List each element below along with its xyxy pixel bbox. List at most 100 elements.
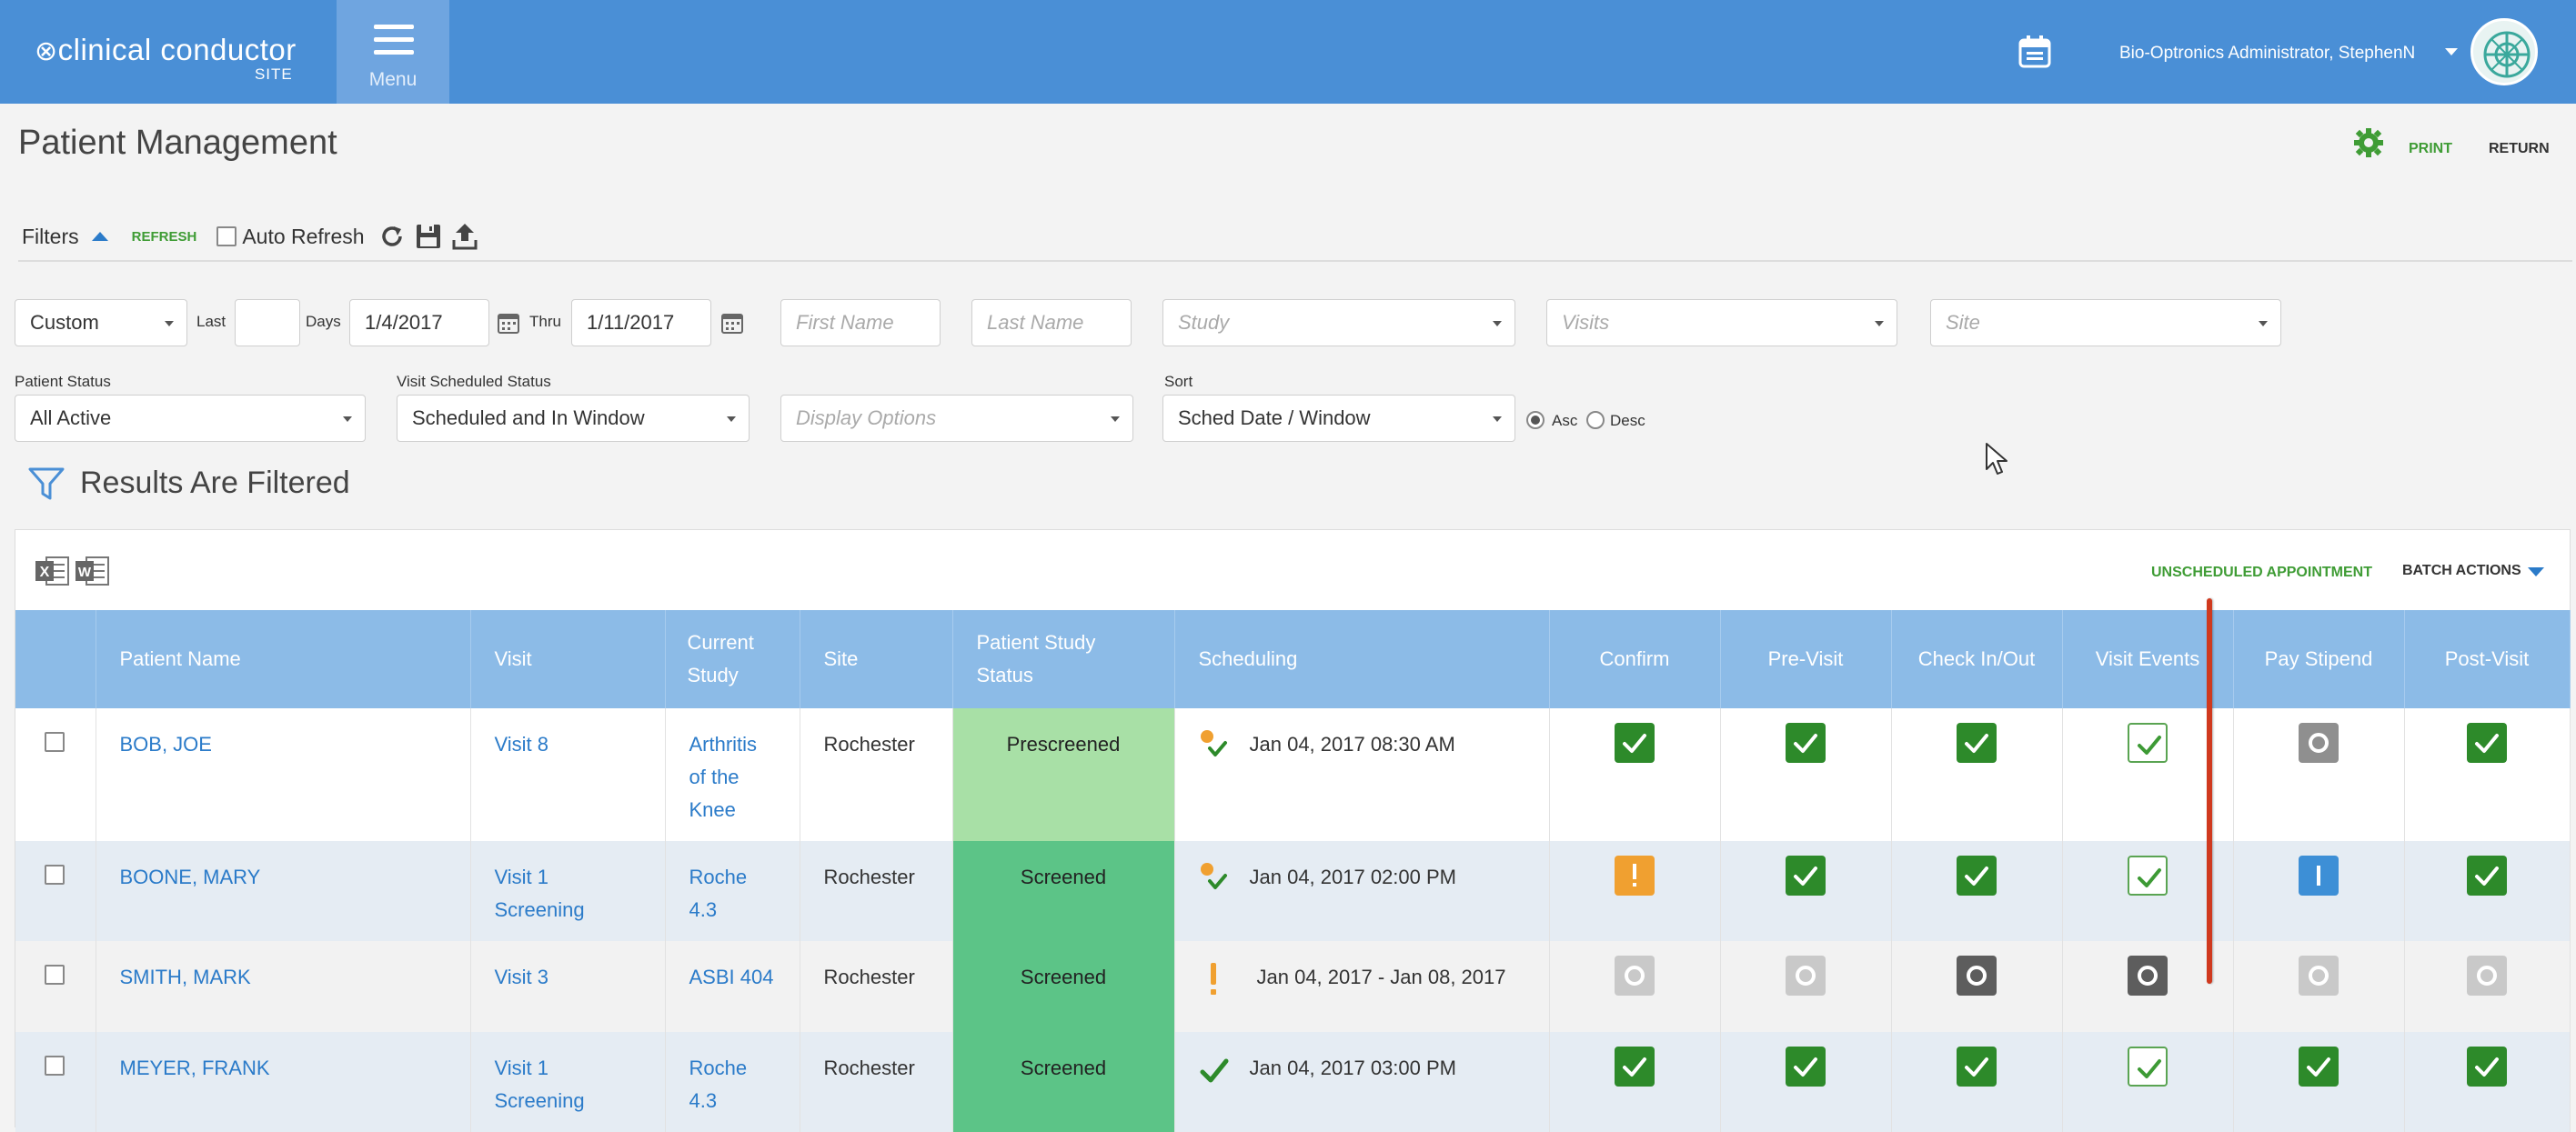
- study-link[interactable]: ASBI 404: [689, 966, 774, 988]
- sort-asc-radio[interactable]: [1526, 411, 1545, 429]
- post-visit-status-icon[interactable]: [2467, 956, 2507, 996]
- column-header-scheduling[interactable]: Scheduling: [1174, 610, 1550, 708]
- auto-refresh-toggle[interactable]: Auto Refresh: [211, 225, 365, 249]
- batch-actions-button[interactable]: BATCH ACTIONS: [2402, 563, 2521, 578]
- column-header-confirm[interactable]: Confirm: [1549, 610, 1721, 708]
- row-checkbox[interactable]: [45, 865, 65, 885]
- check-in-out-status-icon[interactable]: [1957, 856, 1997, 896]
- user-avatar[interactable]: [2470, 18, 2538, 85]
- pay-stipend-status-icon[interactable]: [2299, 723, 2339, 763]
- table-row[interactable]: MEYER, FRANK Visit 1 Screening Roche 4.3 R…: [15, 1032, 2571, 1132]
- site-select[interactable]: Site: [1930, 299, 2281, 346]
- check-in-out-status-icon[interactable]: [1957, 723, 1997, 763]
- date-range-select[interactable]: Custom: [15, 299, 187, 346]
- visit-link-line2[interactable]: Screening: [494, 1089, 585, 1112]
- visit-scheduled-status-select[interactable]: Scheduled and In Window: [397, 395, 750, 442]
- table-row[interactable]: BOONE, MARY Visit 1 Screening Roche 4.3 Ro…: [15, 841, 2571, 941]
- column-header-site[interactable]: Site: [800, 610, 953, 708]
- column-header-patient-study-status[interactable]: Patient Study Status: [952, 610, 1175, 708]
- reset-icon[interactable]: [377, 222, 407, 251]
- column-header-pre-visit[interactable]: Pre-Visit: [1720, 610, 1892, 708]
- row-checkbox[interactable]: [45, 1056, 65, 1076]
- save-icon[interactable]: [414, 222, 443, 251]
- pre-visit-status-icon[interactable]: [1786, 723, 1826, 763]
- from-date-input[interactable]: 1/4/2017: [349, 299, 489, 346]
- user-menu-name[interactable]: Bio-Optronics Administrator, StephenN: [2119, 44, 2416, 63]
- sort-desc-radio[interactable]: [1586, 411, 1605, 429]
- return-link[interactable]: RETURN: [2489, 141, 2550, 156]
- auto-refresh-checkbox[interactable]: [216, 226, 237, 246]
- batch-actions-chevron-down-icon[interactable]: [2528, 567, 2544, 576]
- column-header-check-in-out[interactable]: Check In/Out: [1891, 610, 2063, 708]
- visit-link[interactable]: Visit 1: [494, 866, 549, 888]
- column-header-visit-events[interactable]: Visit Events: [2062, 610, 2234, 708]
- sort-select[interactable]: Sched Date / Window: [1162, 395, 1515, 442]
- column-header-pay-stipend[interactable]: Pay Stipend: [2233, 610, 2405, 708]
- visit-events-status-icon[interactable]: [2128, 956, 2168, 996]
- patient-name-link[interactable]: SMITH, MARK: [119, 966, 251, 988]
- app-logo[interactable]: ⊗clinical conductor SITE: [35, 33, 297, 83]
- scheduling-cell[interactable]: Jan 04, 2017 - Jan 08, 2017: [1174, 941, 1550, 1032]
- from-date-calendar-icon[interactable]: [497, 311, 520, 335]
- row-checkbox[interactable]: [45, 732, 65, 752]
- scheduling-cell[interactable]: Jan 04, 2017 02:00 PM: [1174, 841, 1550, 941]
- pay-stipend-status-icon[interactable]: [2299, 956, 2339, 996]
- study-link[interactable]: Arthritis: [689, 733, 758, 756]
- post-visit-status-icon[interactable]: [2467, 1047, 2507, 1087]
- table-row[interactable]: BOB, JOE Visit 8 Arthritis of the Knee Roc…: [15, 708, 2571, 841]
- check-in-out-status-icon[interactable]: [1957, 1047, 1997, 1087]
- check-in-out-status-icon[interactable]: [1957, 956, 1997, 996]
- to-date-calendar-icon[interactable]: [720, 311, 744, 335]
- visit-events-status-icon[interactable]: [2128, 723, 2168, 763]
- pre-visit-status-icon[interactable]: [1786, 856, 1826, 896]
- patient-name-link[interactable]: BOB, JOE: [119, 733, 212, 756]
- last-days-input[interactable]: [235, 299, 300, 346]
- unscheduled-appointment-link[interactable]: UNSCHEDULED APPOINTMENT: [2151, 565, 2372, 580]
- pay-stipend-status-icon[interactable]: [2299, 856, 2339, 896]
- visit-link-line2[interactable]: Screening: [494, 898, 585, 921]
- visit-link[interactable]: Visit 1: [494, 1057, 549, 1079]
- confirm-status-icon[interactable]: [1615, 956, 1655, 996]
- print-link[interactable]: PRINT: [2409, 141, 2452, 156]
- visit-link[interactable]: Visit 8: [494, 733, 549, 756]
- menu-button[interactable]: Menu: [337, 0, 449, 104]
- upload-icon[interactable]: [450, 222, 479, 251]
- pre-visit-status-icon[interactable]: [1786, 1047, 1826, 1087]
- scheduling-cell[interactable]: Jan 04, 2017 03:00 PM: [1174, 1032, 1550, 1132]
- user-menu-chevron-down-icon[interactable]: [2445, 48, 2458, 55]
- visit-events-status-icon[interactable]: [2128, 1047, 2168, 1087]
- study-link-line2[interactable]: 4.3: [689, 898, 718, 921]
- display-options-select[interactable]: Display Options: [780, 395, 1133, 442]
- chevron-up-icon[interactable]: [91, 232, 108, 241]
- patient-status-select[interactable]: All Active: [15, 395, 366, 442]
- gear-icon[interactable]: [2354, 128, 2383, 157]
- study-link[interactable]: Roche: [689, 866, 748, 888]
- row-checkbox[interactable]: [45, 965, 65, 985]
- to-date-input[interactable]: 1/11/2017: [571, 299, 711, 346]
- last-name-input[interactable]: Last Name: [971, 299, 1132, 346]
- calendar-icon[interactable]: [2018, 35, 2052, 69]
- patient-name-link[interactable]: BOONE, MARY: [119, 866, 261, 888]
- word-export-icon[interactable]: W: [74, 554, 110, 588]
- column-header-visit[interactable]: Visit: [470, 610, 666, 708]
- post-visit-status-icon[interactable]: [2467, 723, 2507, 763]
- confirm-status-icon[interactable]: [1615, 856, 1655, 896]
- column-header-patient-name[interactable]: Patient Name: [96, 610, 471, 708]
- study-link-line2[interactable]: of the: [689, 766, 740, 788]
- study-select[interactable]: Study: [1162, 299, 1515, 346]
- column-header-current-study[interactable]: Current Study: [665, 610, 800, 708]
- study-link[interactable]: Roche: [689, 1057, 748, 1079]
- column-header-post-visit[interactable]: Post-Visit: [2404, 610, 2571, 708]
- post-visit-status-icon[interactable]: [2467, 856, 2507, 896]
- study-link-line2[interactable]: 4.3: [689, 1089, 718, 1112]
- pre-visit-status-icon[interactable]: [1786, 956, 1826, 996]
- visit-events-status-icon[interactable]: [2128, 856, 2168, 896]
- refresh-link[interactable]: REFRESH: [131, 228, 197, 245]
- first-name-input[interactable]: First Name: [780, 299, 941, 346]
- excel-export-icon[interactable]: X: [34, 554, 70, 588]
- study-link-line3[interactable]: Knee: [689, 798, 736, 821]
- confirm-status-icon[interactable]: [1615, 723, 1655, 763]
- confirm-status-icon[interactable]: [1615, 1047, 1655, 1087]
- visit-link[interactable]: Visit 3: [494, 966, 549, 988]
- filters-toggle[interactable]: Filters: [22, 224, 79, 248]
